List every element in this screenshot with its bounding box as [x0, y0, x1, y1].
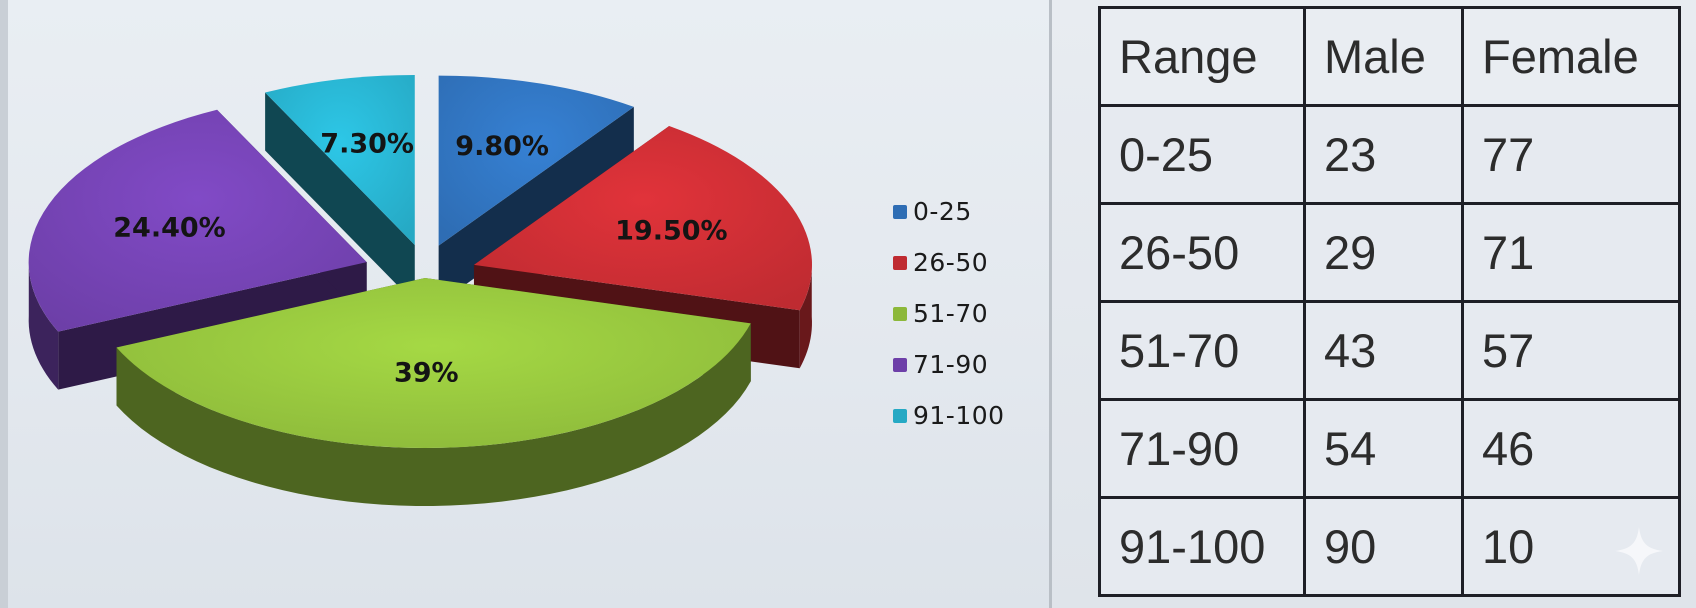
- header-range: Range: [1098, 6, 1306, 107]
- left-border: [0, 0, 8, 608]
- pie-slice: [265, 74, 415, 303]
- legend-item: 91-100: [893, 390, 1005, 441]
- legend-label: 91-100: [913, 401, 1005, 430]
- cell-male: 23: [1303, 104, 1464, 205]
- slice-top: [265, 74, 415, 245]
- pie-chart: 9.80% 19.50% 39% 24.40% 7.30%: [28, 74, 812, 506]
- panel-divider: [1049, 0, 1052, 608]
- slice-data-label: 19.50%: [615, 215, 727, 246]
- legend-swatch: [893, 357, 907, 372]
- table-row: 51-70 43 57: [1098, 300, 1681, 401]
- slice-edge: [116, 323, 751, 506]
- table-row: 71-90 54 46: [1098, 398, 1681, 499]
- cell-range: 0-25: [1098, 104, 1306, 205]
- legend-label: 71-90: [913, 350, 989, 379]
- slice-data-label: 39%: [394, 357, 459, 388]
- table-row: 0-25 23 77: [1098, 104, 1681, 205]
- header-female: Female: [1461, 6, 1681, 107]
- pie-slice: [116, 278, 751, 506]
- slice-edge: [799, 258, 812, 369]
- legend-swatch: [893, 204, 907, 219]
- legend-item: 26-50: [893, 237, 1005, 288]
- cell-range: 71-90: [1098, 398, 1306, 499]
- slice-edge: [28, 257, 59, 390]
- legend-label: 26-50: [913, 248, 989, 277]
- legend-item: 71-90: [893, 339, 1005, 390]
- cell-female: 46: [1461, 398, 1681, 499]
- slice-wall: [265, 92, 415, 303]
- cell-female: 10: [1461, 496, 1681, 597]
- sparkle-icon: [1615, 527, 1663, 575]
- slice-data-label: 7.30%: [320, 128, 414, 159]
- table-row: 26-50 29 71: [1098, 202, 1681, 303]
- cell-range: 91-100: [1098, 496, 1306, 597]
- table-header-row: Range Male Female: [1098, 6, 1681, 107]
- cell-male: 90: [1303, 496, 1464, 597]
- chart-panel: 9.80% 19.50% 39% 24.40% 7.30% 0-25 26-50 51-70…: [0, 0, 1049, 608]
- legend-label: 0-25: [913, 197, 972, 226]
- slice-top: [438, 75, 634, 246]
- cell-range: 51-70: [1098, 300, 1306, 401]
- legend-item: 0-25: [893, 186, 1005, 237]
- slice-data-label: 9.80%: [455, 131, 549, 162]
- cell-female: 71: [1461, 202, 1681, 303]
- legend-swatch: [893, 306, 907, 321]
- slice-data-label: 24.40%: [113, 212, 225, 243]
- slice-top: [28, 109, 367, 332]
- pie-slice: [438, 75, 634, 304]
- header-male: Male: [1303, 6, 1464, 107]
- cell-female: 57: [1461, 300, 1681, 401]
- slice-top: [116, 278, 751, 448]
- legend-swatch: [893, 255, 907, 270]
- cell-male: 29: [1303, 202, 1464, 303]
- legend-swatch: [893, 408, 907, 423]
- slice-wall: [438, 106, 634, 304]
- legend-item: 51-70: [893, 288, 1005, 339]
- slice-top: [473, 126, 812, 311]
- cell-male: 43: [1303, 300, 1464, 401]
- table-row: 91-100 90 10: [1098, 496, 1681, 597]
- cell-range: 26-50: [1098, 202, 1306, 303]
- data-table: Range Male Female 0-25 23 77 26-50 29 71 51-70…: [1098, 6, 1681, 597]
- cell-female: 77: [1461, 104, 1681, 205]
- chart-legend: 0-25 26-50 51-70 71-90 91-100: [893, 186, 1005, 441]
- legend-label: 51-70: [913, 299, 989, 328]
- cell-male: 54: [1303, 398, 1464, 499]
